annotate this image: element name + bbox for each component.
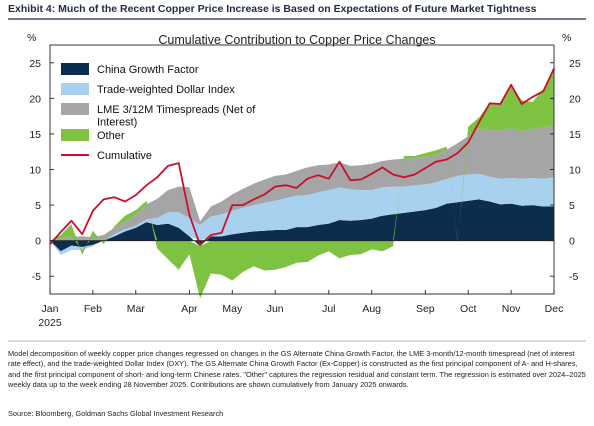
x-tick-label: Jul	[322, 303, 335, 315]
cumulative-line	[49, 68, 555, 246]
y-tick-label-left: 25	[29, 58, 41, 70]
x-tick-label: Mar	[127, 303, 146, 315]
legend-label-2: Trade-weighted Dollar Index	[97, 84, 235, 96]
y-tick-label-right: 10	[569, 165, 581, 177]
y-tick-label-left: 20	[29, 93, 41, 105]
y-tick-label-right: 25	[569, 58, 581, 70]
x-tick-label: Apr	[181, 303, 198, 315]
area-series-4	[50, 70, 554, 299]
right-axis-unit: %	[562, 32, 571, 44]
x-tick-label: Feb	[84, 303, 102, 315]
y-tick-label-left: 10	[29, 165, 41, 177]
legend-label-line-1: LME 3/12M Timespreads (Net of	[97, 104, 256, 116]
page-title: Exhibit 4: Much of the Recent Copper Pri…	[8, 3, 537, 15]
y-tick-label-right: 5	[569, 200, 575, 212]
legend-label-1: China Growth Factor	[97, 64, 199, 76]
legend-swatch-2	[61, 83, 89, 95]
y-tick-label-left: 0	[35, 236, 41, 248]
legend-label-3: LME 3/12M Timespreads (Net of Interest)	[97, 104, 256, 129]
x-tick-label: Jan	[42, 303, 59, 315]
area-series-2	[50, 173, 554, 255]
source-note: Source: Bloomberg, Goldman Sachs Global …	[8, 409, 224, 418]
footnote: Model decomposition of weekly copper pri…	[8, 349, 586, 390]
left-axis-unit: %	[27, 32, 36, 44]
chart: Cumulative Contribution to Copper Price …	[8, 18, 586, 342]
legend: China Growth Factor Trade-weighted Dollar…	[61, 63, 256, 162]
y-tick-label-right: -5	[569, 271, 578, 283]
x-tick-label: Aug	[362, 303, 381, 315]
axes: -5 -5 0 0 5 5 10 10 15 15 20 20 25 25 Jan Feb Mar Apr May J…	[29, 44, 581, 315]
y-tick-label-right: 20	[569, 93, 581, 105]
legend-label-line-2: Interest)	[97, 117, 137, 129]
x-tick-label: Dec	[545, 303, 564, 315]
y-tick-label-right: 0	[569, 236, 575, 248]
x-tick-label: Oct	[460, 303, 476, 315]
plot-line	[49, 68, 555, 246]
legend-swatch-1	[61, 63, 89, 75]
legend-swatch-3	[61, 103, 89, 115]
chart-title: Cumulative Contribution to Copper Price …	[158, 33, 435, 47]
area-series-1	[50, 199, 554, 252]
legend-swatch-4	[61, 129, 89, 141]
x-tick-label: May	[222, 303, 243, 315]
x-tick-label: Jun	[267, 303, 284, 315]
y-tick-label-left: 5	[35, 200, 41, 212]
legend-label-4: Other	[97, 130, 125, 142]
y-tick-label-right: 15	[569, 129, 581, 141]
legend-label-line: Cumulative	[97, 150, 152, 162]
x-year-label: 2025	[38, 317, 62, 329]
x-tick-label: Nov	[502, 303, 521, 315]
x-tick-label: Sep	[416, 303, 435, 315]
y-tick-label-left: -5	[32, 271, 41, 283]
y-tick-label-left: 15	[29, 129, 41, 141]
